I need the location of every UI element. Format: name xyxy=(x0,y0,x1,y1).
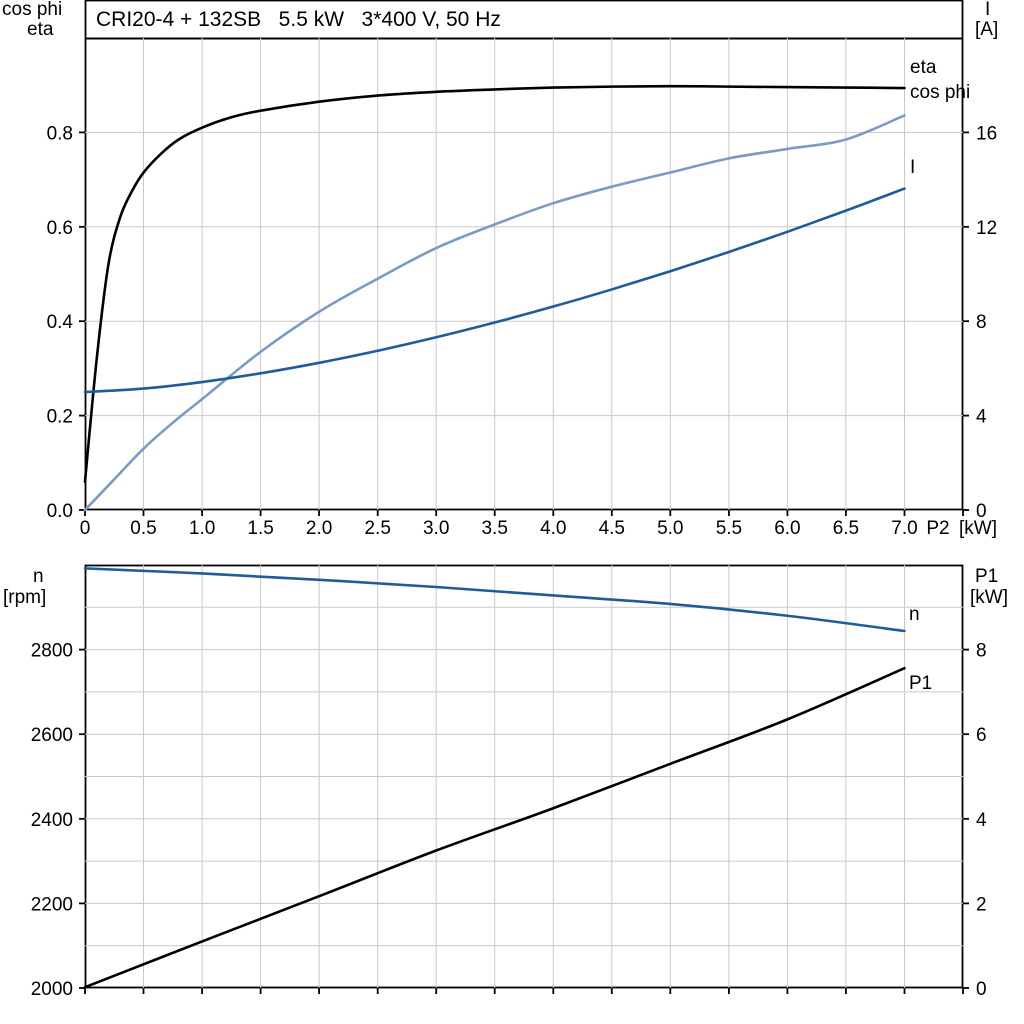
svg-text:4: 4 xyxy=(976,810,987,831)
svg-text:I: I xyxy=(910,157,915,178)
svg-text:8: 8 xyxy=(976,641,987,662)
svg-text:4: 4 xyxy=(976,407,987,428)
svg-text:eta: eta xyxy=(27,19,54,40)
svg-text:0: 0 xyxy=(976,979,987,1000)
svg-text:6.5: 6.5 xyxy=(833,518,859,539)
svg-text:0.5: 0.5 xyxy=(130,518,156,539)
svg-text:[kW]: [kW] xyxy=(959,518,997,539)
svg-text:8: 8 xyxy=(976,312,987,333)
svg-text:n: n xyxy=(909,604,920,625)
svg-text:1.0: 1.0 xyxy=(189,518,215,539)
svg-text:eta: eta xyxy=(910,57,937,78)
svg-text:0.2: 0.2 xyxy=(47,407,73,428)
svg-text:12: 12 xyxy=(976,218,997,239)
svg-text:2800: 2800 xyxy=(31,641,73,662)
svg-text:P1: P1 xyxy=(975,566,998,587)
svg-text:[rpm]: [rpm] xyxy=(3,587,46,608)
svg-text:2.0: 2.0 xyxy=(306,518,332,539)
svg-text:cos phi: cos phi xyxy=(910,82,970,103)
svg-text:5.5: 5.5 xyxy=(716,518,742,539)
svg-text:6.0: 6.0 xyxy=(774,518,800,539)
svg-text:6: 6 xyxy=(976,725,987,746)
svg-text:[A]: [A] xyxy=(975,19,998,40)
svg-text:I: I xyxy=(985,0,990,20)
svg-text:2400: 2400 xyxy=(31,810,73,831)
svg-text:5.0: 5.0 xyxy=(657,518,683,539)
svg-text:0: 0 xyxy=(80,518,91,539)
svg-text:16: 16 xyxy=(976,123,997,144)
svg-text:P1: P1 xyxy=(909,673,932,694)
svg-text:[kW]: [kW] xyxy=(970,587,1008,608)
svg-text:0.6: 0.6 xyxy=(47,218,73,239)
svg-text:4.5: 4.5 xyxy=(599,518,625,539)
svg-text:3.0: 3.0 xyxy=(423,518,449,539)
svg-text:2200: 2200 xyxy=(31,894,73,915)
svg-text:2000: 2000 xyxy=(31,979,73,1000)
svg-text:2: 2 xyxy=(976,894,987,915)
svg-text:cos phi: cos phi xyxy=(2,0,62,20)
svg-text:0.0: 0.0 xyxy=(47,501,73,522)
svg-text:2600: 2600 xyxy=(31,725,73,746)
svg-text:2.5: 2.5 xyxy=(364,518,390,539)
svg-text:n: n xyxy=(33,566,44,587)
svg-text:7.0: 7.0 xyxy=(891,518,917,539)
svg-text:4.0: 4.0 xyxy=(540,518,566,539)
svg-text:1.5: 1.5 xyxy=(247,518,273,539)
svg-text:CRI20-4 + 132SB 5.5 kW 3*4: CRI20-4 + 132SB 5.5 kW 3*400 V, 50 Hz xyxy=(96,8,501,31)
svg-text:3.5: 3.5 xyxy=(481,518,507,539)
svg-text:0.8: 0.8 xyxy=(47,123,73,144)
svg-text:P2: P2 xyxy=(926,518,949,539)
svg-text:0.4: 0.4 xyxy=(47,312,74,333)
